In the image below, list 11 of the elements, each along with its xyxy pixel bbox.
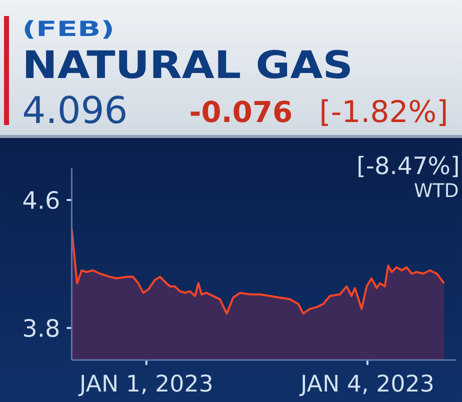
annotation: [-8.47%]	[358, 156, 458, 178]
x-tick-label: JAN 4, 2023	[299, 374, 433, 396]
text: -0.076	[190, 100, 292, 122]
annotation: WTD	[414, 183, 458, 197]
y-tick-label: 4.6	[23, 190, 59, 210]
chart-subtitle: (FEB)	[24, 20, 112, 39]
chart-title: NATURAL GAS	[26, 50, 350, 79]
text: [-1.82%]	[322, 99, 446, 126]
y-tick-label: 3.8	[24, 318, 59, 338]
x-tick-label: JAN 1, 2023	[78, 374, 212, 396]
text: 4.096	[24, 96, 126, 124]
